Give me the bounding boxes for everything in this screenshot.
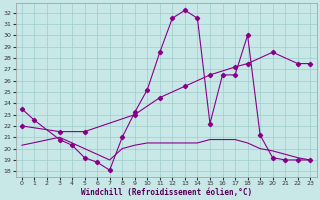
X-axis label: Windchill (Refroidissement éolien,°C): Windchill (Refroidissement éolien,°C): [81, 188, 252, 197]
